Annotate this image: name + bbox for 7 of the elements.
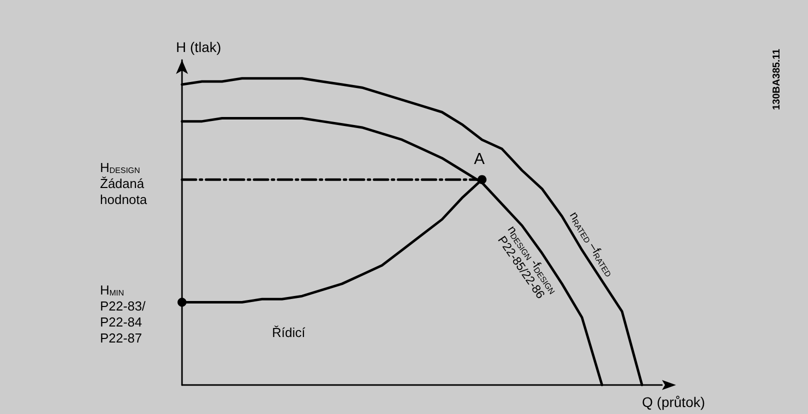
annotation: A xyxy=(474,151,485,168)
text: 130BA385.11 xyxy=(772,48,782,110)
x-axis-title: Q (průtok) xyxy=(642,394,706,410)
text: HMIN P22-83/ P22-84 P22-87 xyxy=(100,282,146,346)
text: HDESIGN Žádaná hodnota xyxy=(100,160,148,208)
text: Řídicí xyxy=(272,325,306,340)
y-axis-title: H (tlak) xyxy=(176,39,222,55)
